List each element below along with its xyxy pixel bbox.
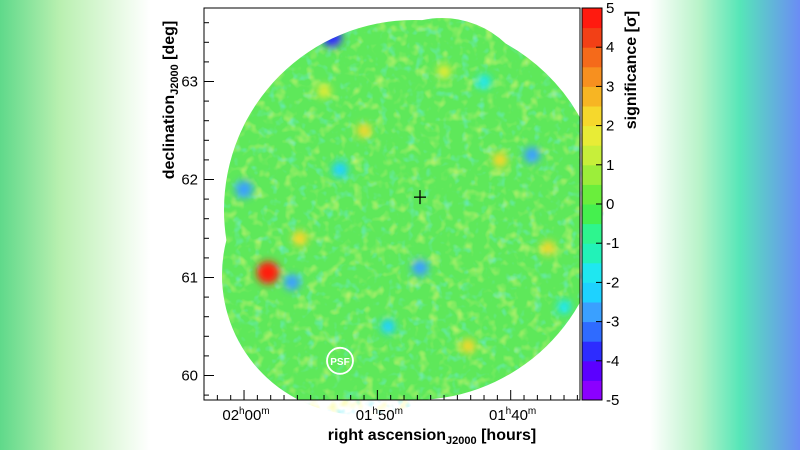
field-of-view (222, 18, 580, 400)
deficit-spot (411, 259, 429, 277)
colorbar-tick-label: 2 (606, 118, 614, 135)
colorbar-tick-label: 0 (606, 196, 614, 213)
colorbar-tick-label: -5 (606, 392, 619, 409)
excess-spot (317, 84, 331, 99)
colorbar-tick-label: -4 (606, 353, 619, 370)
significance-skymap: 60 61 62 63 02h00m 01h50m 01h40m declinationJ… (161, 0, 640, 447)
colorbar-tick-label: -3 (606, 314, 619, 331)
colorbar-band (582, 321, 602, 342)
psf-label: PSF (330, 357, 349, 368)
colorbar-band (582, 243, 602, 264)
negative-fluctuations (222, 18, 580, 400)
colorbar-band (582, 66, 602, 87)
colorbar-band (582, 164, 602, 185)
colorbar-band (582, 184, 602, 205)
deficit-spot (283, 274, 301, 291)
colorbar-band (582, 262, 602, 283)
y-tick-label: 63 (181, 74, 198, 91)
y-axis-ticks: 60 61 62 63 (181, 22, 214, 396)
colorbar-band (582, 223, 602, 244)
deficit-spot (322, 27, 342, 48)
deficit-spot (222, 356, 237, 375)
colorbar-tick-label: 3 (606, 78, 614, 95)
deficit-spot (380, 318, 396, 335)
colorbar-band (582, 380, 602, 401)
colorbar-band (582, 302, 602, 323)
colorbar-band (582, 106, 602, 127)
excess-spot (256, 261, 280, 284)
deficit-spot (523, 146, 541, 164)
colorbar-tick-label: 1 (606, 157, 614, 174)
source-position-marker (414, 190, 426, 205)
excess-spot (492, 152, 508, 168)
colorbar-band (582, 8, 602, 29)
map-annotations: PSF (326, 190, 426, 375)
x-axis-ticks: 02h00m 01h50m 01h40m (216, 390, 578, 424)
excess-spot (436, 64, 452, 79)
colorbar-tick-label: 4 (606, 39, 614, 56)
colorbar-band (582, 145, 602, 166)
colorbar-band (582, 47, 602, 68)
deficit-spot (476, 74, 492, 89)
colorbar-band (582, 360, 602, 381)
y-tick-label: 61 (181, 270, 198, 287)
x-tick-label: 01h40m (489, 406, 536, 424)
colorbar: 5 4 3 2 1 0 -1 -2 -3 -4 -5 (581, 0, 619, 409)
colorbar-band (582, 341, 602, 362)
colorbar-band (582, 125, 602, 146)
x-tick-label: 02h00m (222, 406, 269, 424)
y-tick-label: 62 (181, 172, 198, 189)
colorbar-tick-label: -2 (606, 274, 619, 291)
x-tick-label: 01h50m (356, 406, 403, 424)
y-axis-title: declinationJ2000 [deg] (161, 21, 181, 180)
colorbar-title: significance [σ] (623, 11, 640, 130)
skymap-figure: 60 61 62 63 02h00m 01h50m 01h40m declinationJ… (152, 0, 650, 450)
colorbar-band (582, 282, 602, 303)
deficit-spot (556, 299, 572, 315)
psf-circle (326, 346, 354, 375)
excess-spot (460, 338, 476, 354)
deficit-spot (332, 161, 348, 178)
excess-spot (292, 230, 308, 247)
deficit-spot (235, 180, 253, 199)
colorbar-tick-label: -1 (606, 235, 619, 252)
plot-frame (203, 7, 581, 401)
colorbar-band (582, 204, 602, 225)
colorbar-tick-label: 5 (606, 0, 614, 17)
excess-spot (356, 123, 372, 138)
x-axis-title: right ascensionJ2000 [hours] (328, 427, 536, 447)
colorbar-band (582, 27, 602, 48)
excess-spot (540, 240, 556, 256)
y-tick-label: 60 (181, 368, 198, 385)
colorbar-band (582, 86, 602, 107)
